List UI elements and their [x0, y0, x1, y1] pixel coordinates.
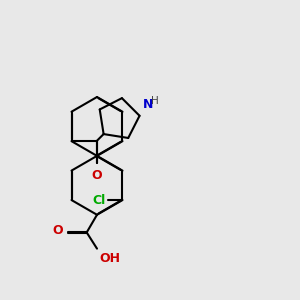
Text: OH: OH — [99, 252, 120, 265]
Text: N: N — [142, 98, 153, 111]
Text: O: O — [52, 224, 63, 238]
Text: H: H — [151, 96, 158, 106]
Text: O: O — [91, 169, 102, 182]
Text: Cl: Cl — [92, 194, 105, 207]
